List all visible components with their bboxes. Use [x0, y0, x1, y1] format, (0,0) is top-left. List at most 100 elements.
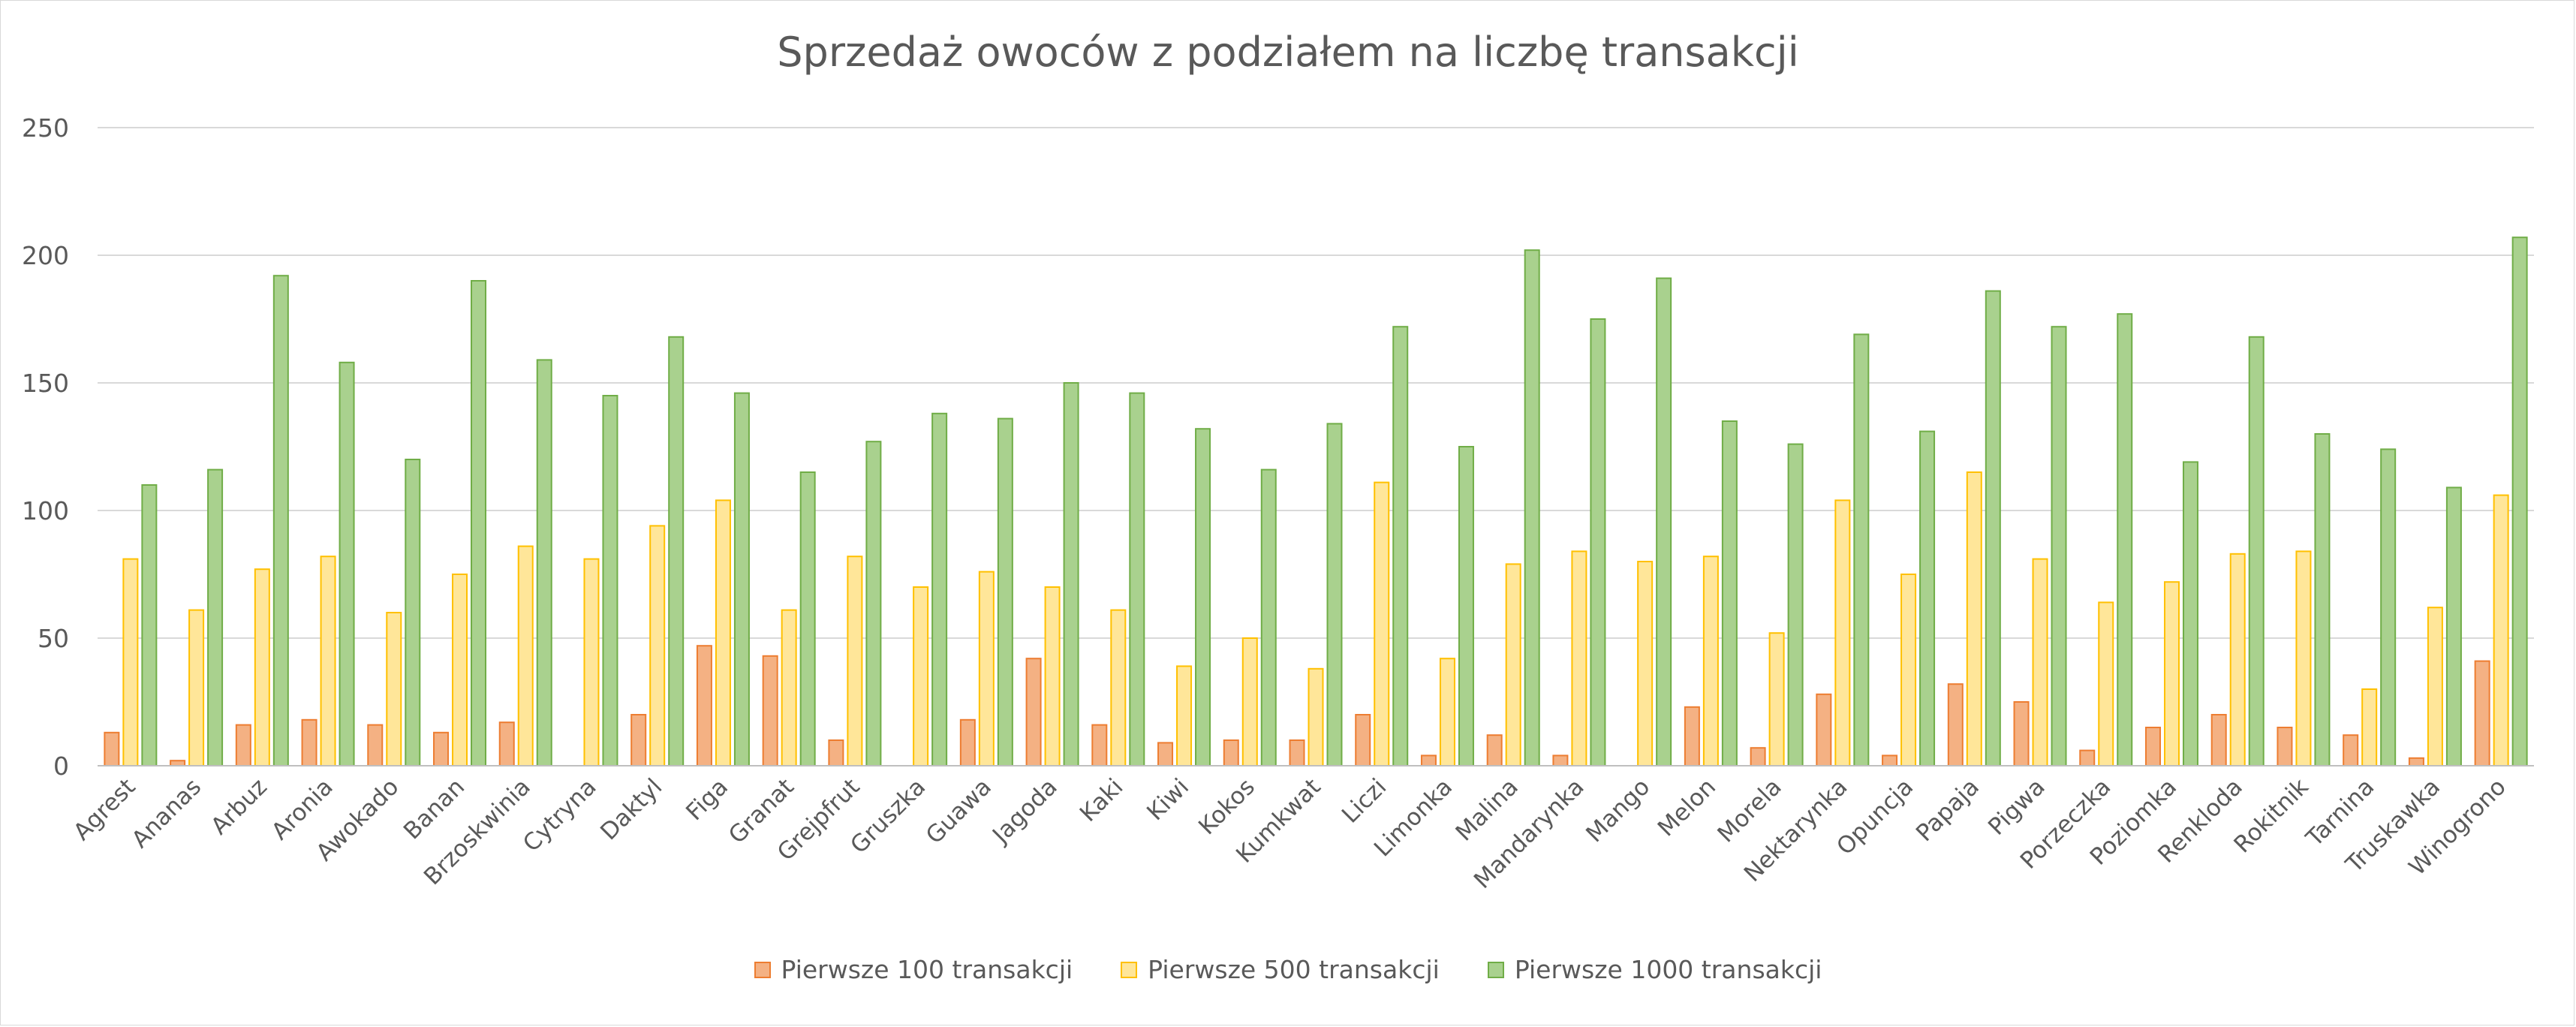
y-tick-label: 150 [22, 369, 69, 398]
bar-series-2 [2295, 550, 2312, 767]
bar-series-2 [122, 558, 139, 766]
bar-series-2 [320, 556, 336, 766]
bar-series-1 [2277, 727, 2293, 766]
bar-series-3 [1721, 420, 1738, 766]
x-tick-label: Jagoda [986, 773, 1062, 849]
bar-series-3 [733, 392, 750, 766]
bar-series-1 [367, 724, 384, 766]
bar-series-3 [1458, 446, 1474, 766]
bar-series-2 [2163, 581, 2180, 767]
bar-series-3 [2117, 313, 2133, 766]
bar-series-3 [1787, 443, 1804, 766]
bar-series-3 [2182, 461, 2198, 767]
x-tick-label: Kiwi [1142, 773, 1194, 826]
bar-series-2 [2361, 688, 2378, 766]
bar-series-2 [583, 558, 600, 766]
bar-series-1 [1882, 754, 1898, 767]
bar-series-1 [959, 718, 976, 766]
bar-series-2 [1176, 665, 1193, 767]
x-tick-label: Kaki [1075, 773, 1129, 827]
bar-series-3 [1260, 468, 1277, 766]
bar-series-3 [2445, 486, 2462, 767]
x-tick-label: Liczi [1337, 773, 1392, 828]
x-tick-label: Mango [1581, 773, 1655, 848]
bar-series-3 [1853, 333, 1870, 766]
bar-series-2 [2493, 494, 2509, 766]
bar-series-3 [1195, 428, 1211, 766]
bar-series-3 [2380, 448, 2397, 767]
bar-series-3 [1590, 318, 1606, 766]
bar-series-1 [1355, 714, 1371, 766]
bar-series-1 [1486, 734, 1503, 767]
bar-series-2 [2229, 553, 2246, 766]
bar-series-1 [2013, 701, 2030, 766]
gridlines [98, 127, 2534, 639]
y-tick-label: 200 [22, 241, 69, 270]
bar-series-1 [2408, 757, 2424, 766]
bar-series-3 [141, 484, 158, 766]
bar-series-1 [762, 655, 778, 766]
y-tick-label: 50 [38, 624, 69, 653]
bar-series-2 [1044, 586, 1061, 766]
bar-series-1 [433, 731, 450, 766]
y-tick-label: 100 [22, 496, 69, 526]
bar-series-3 [339, 361, 355, 766]
bar-series-1 [1750, 747, 1766, 767]
bar-series-2 [978, 571, 995, 766]
bar-series-1 [170, 760, 186, 767]
bars [104, 236, 2528, 767]
bar-series-2 [2032, 558, 2048, 766]
bar-series-3 [536, 359, 552, 766]
bar-series-1 [828, 739, 844, 766]
bar-series-2 [1637, 561, 1654, 766]
legend-item-series-2: Pierwsze 500 transakcji [1121, 955, 1440, 984]
bar-series-2 [847, 556, 863, 766]
bar-series-3 [2248, 336, 2265, 766]
bar-series-3 [799, 471, 816, 766]
bar-series-3 [1063, 382, 1079, 766]
bar-series-3 [668, 336, 685, 766]
bar-series-3 [931, 412, 948, 766]
bar-series-3 [2314, 433, 2331, 766]
bar-series-1 [2474, 660, 2490, 766]
bar-series-2 [1308, 667, 1324, 766]
bar-series-2 [1241, 637, 1258, 766]
x-tick-label: Figa [681, 773, 733, 826]
bar-series-1 [630, 714, 647, 766]
legend-swatch-series-1 [754, 961, 771, 978]
bar-series-2 [2427, 607, 2443, 767]
bar-series-3 [1919, 430, 1936, 766]
legend-label-series-1: Pierwsze 100 transakcji [781, 955, 1073, 984]
legend-item-series-3: Pierwsze 1000 transakcji [1487, 955, 1822, 984]
bar-series-1 [1684, 706, 1700, 766]
x-tick-label: Arbuz [206, 773, 272, 840]
bar-series-1 [1420, 754, 1437, 767]
bar-series-1 [1289, 739, 1305, 766]
bar-series-2 [649, 525, 666, 767]
y-axis-ticks: 0 50 100 150 200 250 [22, 113, 69, 781]
bar-series-1 [2210, 714, 2227, 766]
x-axis-ticks: AgrestAnanasArbuzAroniaAwokadoBananBrzos… [68, 773, 2511, 894]
bar-series-3 [471, 280, 487, 766]
bar-series-2 [1110, 609, 1127, 766]
bar-series-2 [1439, 658, 1455, 767]
bar-series-1 [1223, 739, 1239, 766]
bar-series-3 [207, 468, 224, 766]
x-tick-label: Daktyl [595, 773, 667, 845]
bar-series-2 [254, 568, 270, 766]
bar-series-3 [602, 395, 618, 766]
legend-item-series-1: Pierwsze 100 transakcji [754, 955, 1073, 984]
bar-series-3 [1326, 423, 1343, 767]
legend: Pierwsze 100 transakcji Pierwsze 500 tra… [0, 955, 2576, 984]
bar-series-1 [2144, 727, 2161, 766]
bar-series-1 [696, 645, 712, 767]
bar-series-3 [1524, 249, 1540, 766]
bar-series-1 [1552, 754, 1569, 767]
bar-series-1 [1816, 693, 1832, 766]
legend-label-series-3: Pierwsze 1000 transakcji [1514, 955, 1822, 984]
bar-series-3 [272, 275, 289, 766]
bar-series-2 [517, 545, 534, 766]
bar-series-2 [386, 612, 402, 766]
